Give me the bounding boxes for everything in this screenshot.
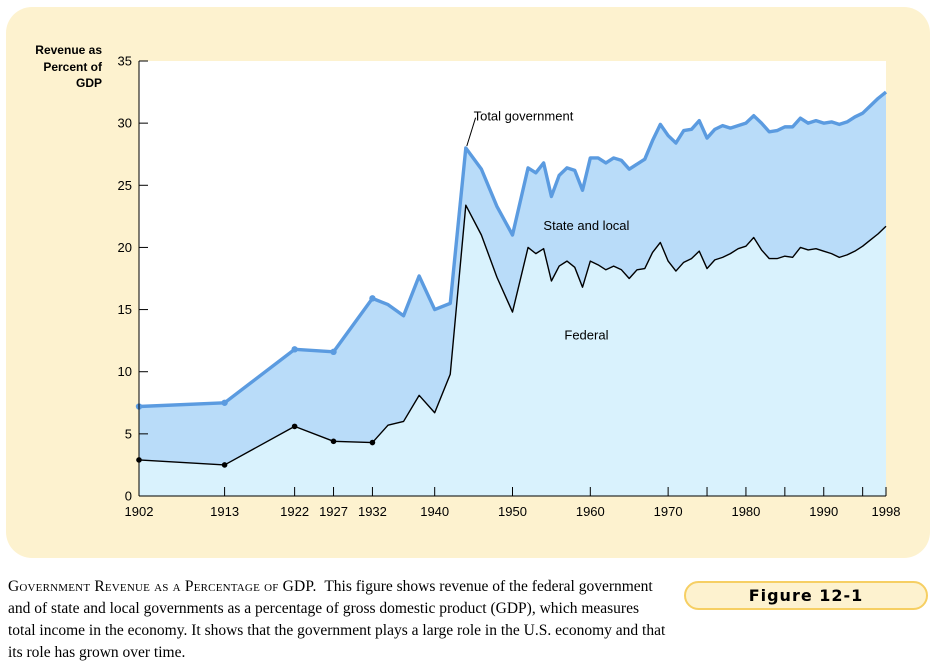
- federal-data-point: [221, 462, 228, 468]
- total-government-label: Total government: [474, 109, 574, 124]
- y-axis-title-line: Revenue as: [35, 43, 102, 57]
- y-axis-title-line: GDP: [75, 76, 102, 90]
- y-tick-label: 35: [118, 54, 132, 69]
- federal-label: Federal: [564, 327, 608, 342]
- x-tick-label: 1922: [280, 504, 309, 519]
- y-tick-label: 25: [118, 178, 132, 193]
- y-tick-label: 30: [118, 116, 132, 131]
- caption-title: Government Revenue as a Percentage of GD…: [8, 578, 317, 595]
- x-tick-label: 1970: [654, 504, 683, 519]
- x-tick-label: 1927: [319, 504, 348, 519]
- x-tick-label: 1960: [576, 504, 605, 519]
- total-data-point: [221, 399, 228, 406]
- y-tick-label: 0: [125, 489, 132, 504]
- state-and-local-label: State and local: [543, 218, 629, 233]
- x-tick-label: 1940: [420, 504, 449, 519]
- total-data-point: [291, 346, 298, 353]
- federal-area: [139, 205, 886, 497]
- state-local-area: [139, 92, 886, 465]
- x-tick-label: 1913: [210, 504, 239, 519]
- figure-caption: Government Revenue as a Percentage of GD…: [8, 576, 668, 664]
- federal-data-point: [291, 423, 298, 430]
- x-tick-label: 1902: [125, 504, 154, 519]
- total-data-point: [369, 295, 376, 302]
- x-tick-label: 1980: [731, 504, 760, 519]
- federal-data-point: [330, 438, 337, 445]
- y-axis-title: Revenue as Percent of GDP: [14, 42, 102, 92]
- caption-body: This figure shows revenue of the federal…: [8, 578, 666, 661]
- x-tick-label: 1932: [358, 504, 387, 519]
- figure-label-badge: Figure 12-1: [684, 581, 928, 610]
- x-tick-label: 1950: [498, 504, 527, 519]
- y-tick-label: 15: [118, 302, 132, 317]
- y-tick-label: 10: [118, 364, 132, 379]
- x-tick-label: 1990: [809, 504, 838, 519]
- y-tick-label: 20: [118, 240, 132, 255]
- federal-line: [138, 204, 887, 466]
- total-data-point: [330, 348, 337, 356]
- x-tick-label: 1998: [872, 504, 901, 519]
- y-tick-label: 5: [125, 426, 132, 441]
- total-government-leader-line: [466, 117, 477, 147]
- total-government-line: [138, 90, 888, 409]
- federal-data-point: [369, 439, 376, 446]
- y-axis-title-line: Percent of: [43, 59, 102, 74]
